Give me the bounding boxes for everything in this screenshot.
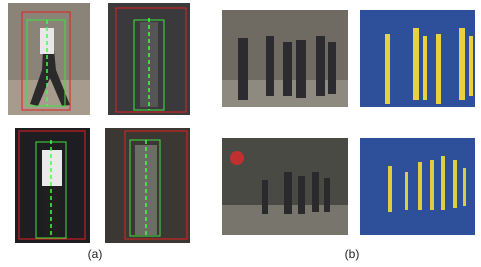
caption: (a) [88,247,103,261]
caption: (b) [345,247,360,261]
person [42,150,62,186]
panel-a [8,3,190,243]
person [44,186,60,236]
panel-b [222,10,475,235]
heatmap [360,138,475,235]
figure: (a) (b) [0,0,481,267]
page: (a) (b) (() => { const data = JSON.parse… [0,0,481,267]
sign [230,151,244,165]
